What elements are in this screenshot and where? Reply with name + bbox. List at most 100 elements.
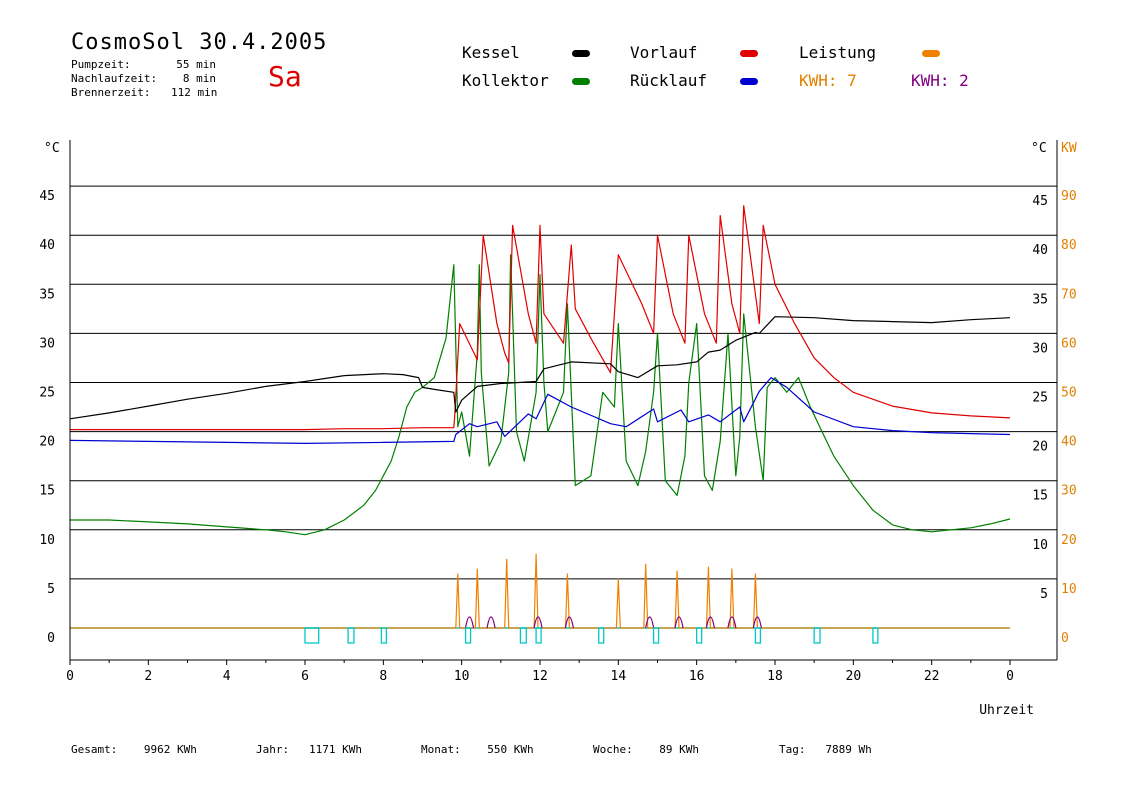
info-brennerzeit: Brennerzeit: 112 min xyxy=(71,86,217,99)
pump-marker xyxy=(652,627,660,644)
pump-marker xyxy=(872,627,879,644)
kwh-total-2: KWH: 2 xyxy=(911,71,969,90)
pump-marker xyxy=(380,627,388,644)
chart-grid xyxy=(70,185,1057,629)
y-tick-label-left: 35 xyxy=(39,287,55,302)
x-tick-label: 8 xyxy=(379,669,387,684)
weekday-label: Sa xyxy=(268,60,302,93)
info-label: Nachlaufzeit: xyxy=(71,72,158,85)
y-tick-label-left: 15 xyxy=(39,484,55,499)
footer-monat: Monat: 550 KWh xyxy=(421,743,534,756)
y-tick-label-left: 30 xyxy=(39,336,55,351)
y-tick-label-power: 20 xyxy=(1061,533,1077,548)
y-axis-label-left: °C xyxy=(44,141,60,156)
kwh-label: KWH: xyxy=(799,71,838,90)
pump-marker xyxy=(347,627,355,644)
y-tick-label-power: 10 xyxy=(1061,582,1077,597)
y-tick-label-right: 15 xyxy=(1032,489,1048,504)
y-tick-label-right: 45 xyxy=(1032,194,1048,209)
y-tick-label-power: 80 xyxy=(1061,238,1077,253)
info-label: Brennerzeit: xyxy=(71,86,151,99)
footer-tag: Tag: 7889 Wh xyxy=(779,743,872,756)
x-tick-label: 2 xyxy=(144,669,152,684)
legend-kollektor-swatch xyxy=(572,78,590,85)
kwh2-bump xyxy=(464,616,475,629)
legend-vorlauf: Vorlauf xyxy=(630,43,698,62)
kwh2-bump xyxy=(674,616,684,629)
x-tick-label: 20 xyxy=(846,669,862,684)
y-tick-label-right: 40 xyxy=(1032,243,1048,258)
legend-ruecklauf-swatch xyxy=(740,78,758,85)
pump-marker xyxy=(754,627,762,644)
legend-vorlauf-swatch xyxy=(740,50,758,57)
y-tick-label-power: 50 xyxy=(1061,386,1077,401)
kwh2-bump xyxy=(564,616,574,629)
y-tick-label-power: 70 xyxy=(1061,287,1077,302)
y-tick-label-power: 90 xyxy=(1061,189,1077,204)
info-nachlaufzeit: Nachlaufzeit: 8 min xyxy=(71,72,216,85)
pump-marker xyxy=(813,627,821,644)
series-line-vorlauf xyxy=(70,205,1011,431)
legend-ruecklauf: Rücklauf xyxy=(630,71,708,90)
kwh2-bump xyxy=(752,616,762,629)
kwh-label: KWH: xyxy=(911,71,950,90)
y-tick-label-right: 20 xyxy=(1032,440,1048,455)
x-tick-label: 18 xyxy=(767,669,783,684)
pump-marker xyxy=(519,627,527,644)
info-value: 8 min xyxy=(182,72,216,85)
info-label: Pumpzeit: xyxy=(71,58,131,71)
footer-label: Gesamt: xyxy=(71,743,118,756)
info-pumpzeit: Pumpzeit: 55 min xyxy=(71,58,216,71)
y-axis-label-right: °C xyxy=(1031,141,1047,156)
x-axis-label: Uhrzeit xyxy=(979,703,1034,718)
kwh2-bump xyxy=(533,616,543,629)
y-axis-label-power: KW xyxy=(1061,141,1077,156)
y-tick-label-right: 30 xyxy=(1032,341,1048,356)
series-line-kollektor xyxy=(70,254,1011,536)
kwh-value: 2 xyxy=(959,71,969,90)
y-tick-label-power: 0 xyxy=(1061,631,1069,646)
footer-value: 1171 KWh xyxy=(309,743,362,756)
kwh2-bump xyxy=(727,616,737,629)
chart-axes xyxy=(69,140,1058,665)
x-tick-label: 4 xyxy=(223,669,231,684)
chart-labels: 0 2 4 6 8 10 12 14 16 18 20 22 005101520253035404551… xyxy=(39,141,1076,718)
x-tick-label: 16 xyxy=(689,669,705,684)
legend-kessel: Kessel xyxy=(462,43,520,62)
x-tick-label: 22 xyxy=(924,669,940,684)
legend-kessel-swatch xyxy=(572,50,590,57)
footer-value: 7889 Wh xyxy=(825,743,872,756)
y-tick-label-left: 20 xyxy=(39,435,55,450)
footer-gesamt: Gesamt: 9962 KWh xyxy=(71,743,197,756)
y-tick-label-power: 40 xyxy=(1061,435,1077,450)
series-line-leistung xyxy=(70,553,1010,629)
series-line-ruecklauf xyxy=(69,377,1011,444)
footer-value: 550 KWh xyxy=(487,743,534,756)
x-tick-label: 10 xyxy=(454,669,470,684)
legend-kollektor: Kollektor xyxy=(462,71,549,90)
y-tick-label-left: 10 xyxy=(39,533,55,548)
y-tick-label-left: 5 xyxy=(47,582,55,597)
kwh2-bump xyxy=(705,616,715,629)
kwh-total-1: KWH: 7 xyxy=(799,71,857,90)
legend-leistung-swatch xyxy=(922,50,940,57)
pump-markers xyxy=(304,627,879,644)
pump-marker xyxy=(535,627,542,644)
footer-value: 9962 KWh xyxy=(143,743,197,756)
y-tick-label-left: 25 xyxy=(39,386,55,401)
kwh2-bump xyxy=(486,616,496,629)
x-tick-label: 6 xyxy=(301,669,309,684)
footer-label: Jahr: xyxy=(256,743,290,756)
y-tick-label-right: 35 xyxy=(1032,292,1048,307)
chart-series xyxy=(69,205,1011,629)
pump-marker xyxy=(464,627,472,644)
y-tick-label-power: 30 xyxy=(1061,484,1077,499)
y-tick-label-right: 25 xyxy=(1032,391,1048,406)
pump-marker xyxy=(598,627,605,644)
info-value: 55 min xyxy=(176,58,216,71)
series-line-kessel xyxy=(69,316,1011,420)
kwh2-bump xyxy=(645,616,655,629)
x-tick-label: 12 xyxy=(532,669,548,684)
footer-label: Monat: xyxy=(421,743,461,756)
